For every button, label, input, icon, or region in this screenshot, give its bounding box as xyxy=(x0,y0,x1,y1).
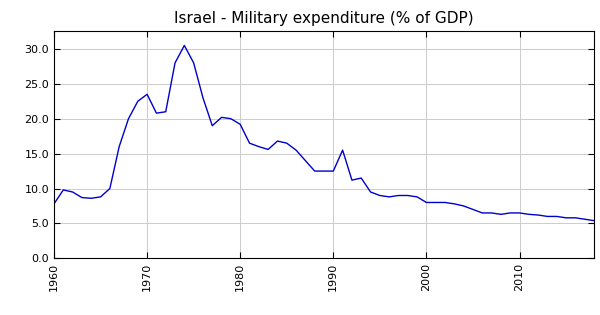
Title: Israel - Military expenditure (% of GDP): Israel - Military expenditure (% of GDP) xyxy=(174,11,474,26)
